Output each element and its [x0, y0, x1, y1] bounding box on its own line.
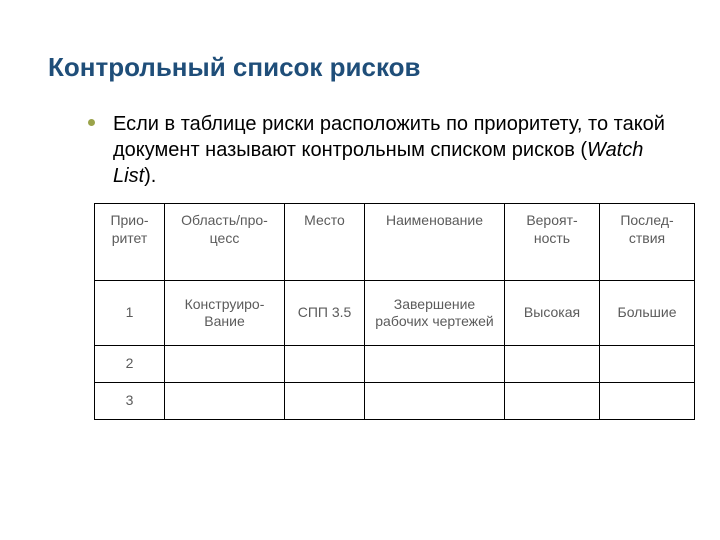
table-row: 2	[95, 346, 695, 383]
table-row: 1Конструиро-ВаниеСПП 3.5Завершение рабоч…	[95, 281, 695, 346]
bullet-text-pre: Если в таблице риски расположить по прио…	[113, 113, 665, 161]
table-body: 1Конструиро-ВаниеСПП 3.5Завершение рабоч…	[95, 281, 695, 420]
bullet-icon	[88, 119, 95, 126]
table-header-cell: Место	[285, 204, 365, 281]
table-cell: Большие	[600, 281, 695, 346]
table-header-cell: Вероят-ность	[505, 204, 600, 281]
slide-title: Контрольный список рисков	[48, 52, 672, 83]
table-cell	[505, 383, 600, 420]
table-header-cell: Послед-ствия	[600, 204, 695, 281]
slide: Контрольный список рисков Если в таблице…	[0, 0, 720, 540]
table-header-cell: Наименование	[365, 204, 505, 281]
table-header-cell: Область/про-цесс	[165, 204, 285, 281]
table-header-row: Прио-ритетОбласть/про-цессМестоНаименова…	[95, 204, 695, 281]
table-cell	[505, 346, 600, 383]
table-cell: 1	[95, 281, 165, 346]
bullet-text: Если в таблице риски расположить по прио…	[113, 111, 672, 189]
table-cell	[365, 383, 505, 420]
table-cell: Завершение рабочих чертежей	[365, 281, 505, 346]
bullet-text-post: ).	[144, 165, 156, 187]
table-cell: СПП 3.5	[285, 281, 365, 346]
bullet-item: Если в таблице риски расположить по прио…	[88, 111, 672, 189]
table-cell	[285, 383, 365, 420]
table-cell	[600, 346, 695, 383]
table-cell: Конструиро-Вание	[165, 281, 285, 346]
table-head: Прио-ритетОбласть/про-цессМестоНаименова…	[95, 204, 695, 281]
risk-table: Прио-ритетОбласть/про-цессМестоНаименова…	[94, 203, 695, 420]
table-cell	[365, 346, 505, 383]
table-row: 3	[95, 383, 695, 420]
table-cell: Высокая	[505, 281, 600, 346]
table-cell: 3	[95, 383, 165, 420]
table-cell	[600, 383, 695, 420]
table-header-cell: Прио-ритет	[95, 204, 165, 281]
table-cell: 2	[95, 346, 165, 383]
table-cell	[165, 346, 285, 383]
table-cell	[285, 346, 365, 383]
slide-body: Если в таблице риски расположить по прио…	[88, 111, 672, 420]
table-cell	[165, 383, 285, 420]
